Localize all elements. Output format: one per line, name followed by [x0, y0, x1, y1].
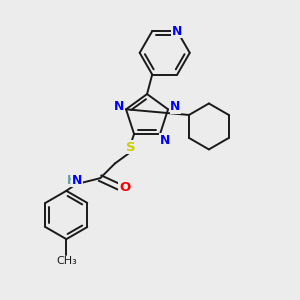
Text: H: H [66, 174, 76, 187]
Text: N: N [159, 134, 170, 147]
Text: S: S [126, 141, 136, 154]
Text: CH₃: CH₃ [56, 256, 77, 266]
Text: N: N [113, 100, 124, 113]
Text: N: N [172, 25, 182, 38]
Text: N: N [170, 100, 181, 113]
Text: O: O [119, 181, 130, 194]
Text: N: N [72, 174, 83, 187]
